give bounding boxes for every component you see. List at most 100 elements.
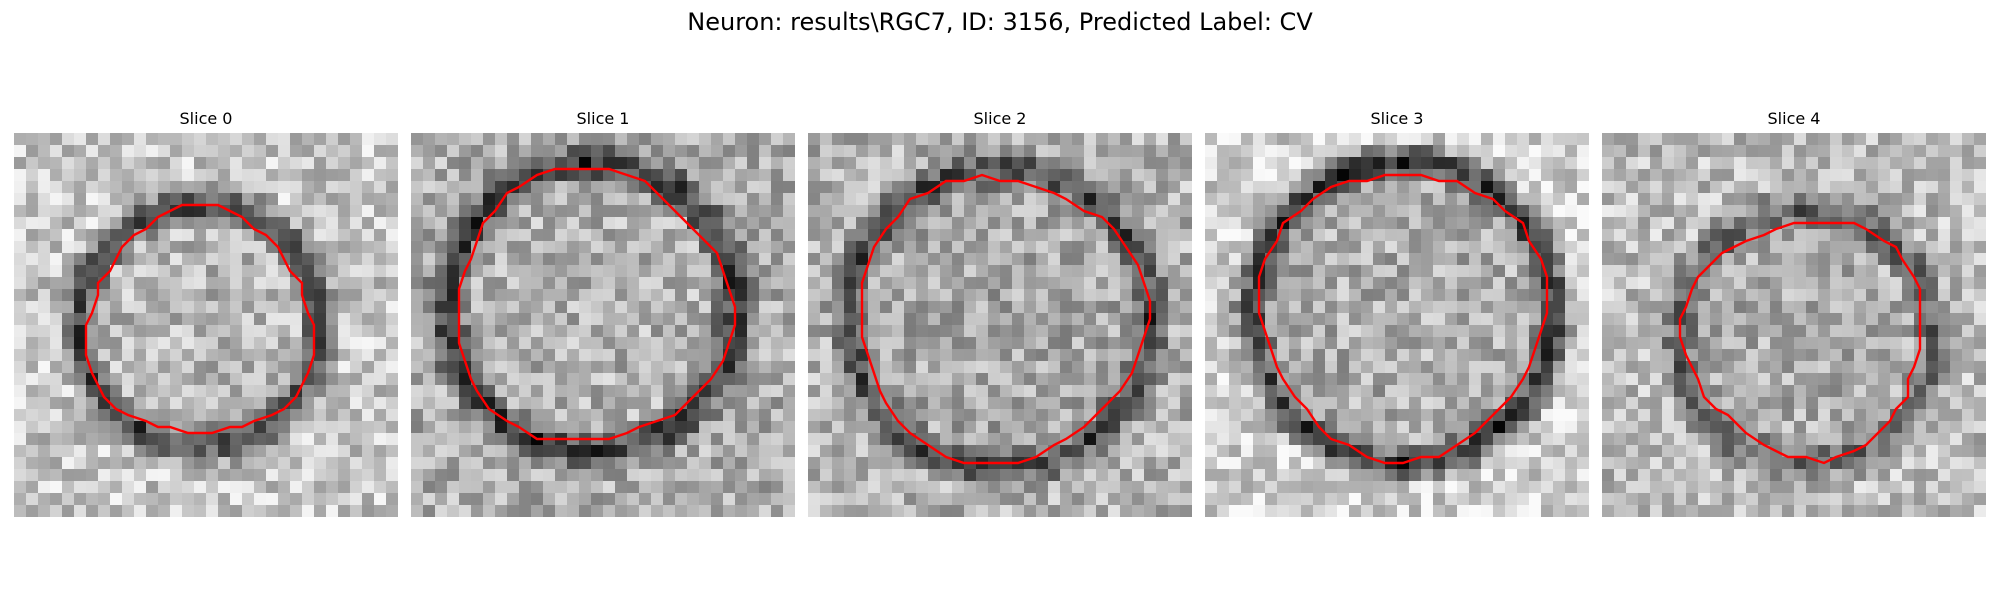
image-pixel — [1818, 157, 1831, 170]
image-pixel — [206, 145, 219, 158]
image-pixel — [1553, 481, 1566, 494]
image-pixel — [134, 373, 147, 386]
image-pixel — [1168, 253, 1181, 266]
image-pixel — [1638, 157, 1651, 170]
image-pixel — [675, 253, 688, 266]
image-pixel — [579, 409, 592, 422]
image-pixel — [904, 373, 917, 386]
image-pixel — [1457, 253, 1470, 266]
image-pixel — [1060, 289, 1073, 302]
image-pixel — [1277, 145, 1290, 158]
image-pixel — [1205, 481, 1218, 494]
image-pixel — [1120, 181, 1133, 194]
image-pixel — [1036, 217, 1049, 230]
image-pixel — [1758, 145, 1771, 158]
image-pixel — [1926, 289, 1939, 302]
image-pixel — [266, 445, 279, 458]
image-pixel — [483, 241, 496, 254]
image-pixel — [507, 229, 520, 242]
image-pixel — [459, 217, 472, 230]
image-pixel — [1229, 433, 1242, 446]
image-pixel — [976, 385, 989, 398]
image-pixel — [411, 157, 424, 170]
image-pixel — [206, 217, 219, 230]
image-pixel — [1409, 217, 1422, 230]
image-pixel — [928, 205, 941, 218]
image-pixel — [1505, 481, 1518, 494]
image-pixel — [182, 289, 195, 302]
image-pixel — [1674, 457, 1687, 470]
image-pixel — [543, 229, 556, 242]
image-pixel — [302, 445, 315, 458]
image-pixel — [447, 445, 460, 458]
image-pixel — [1072, 469, 1085, 482]
image-pixel — [459, 421, 472, 434]
image-pixel — [1553, 469, 1566, 482]
image-pixel — [1926, 205, 1939, 218]
image-pixel — [1205, 361, 1218, 374]
image-pixel — [1108, 505, 1121, 517]
image-pixel — [928, 133, 941, 146]
image-pixel — [50, 337, 63, 350]
image-pixel — [1806, 361, 1819, 374]
image-pixel — [1108, 181, 1121, 194]
image-pixel — [1301, 325, 1314, 338]
image-pixel — [976, 469, 989, 482]
image-pixel — [98, 289, 111, 302]
image-pixel — [1060, 145, 1073, 158]
image-pixel — [1060, 169, 1073, 182]
image-pixel — [1156, 277, 1169, 290]
image-pixel — [892, 277, 905, 290]
image-pixel — [206, 337, 219, 350]
image-pixel — [1830, 229, 1843, 242]
image-pixel — [1241, 445, 1254, 458]
image-pixel — [1553, 277, 1566, 290]
image-pixel — [663, 493, 676, 506]
image-pixel — [242, 493, 255, 506]
image-pixel — [1962, 337, 1975, 350]
image-pixel — [603, 409, 616, 422]
image-pixel — [1048, 145, 1061, 158]
image-pixel — [579, 181, 592, 194]
image-pixel — [1746, 241, 1759, 254]
image-pixel — [1409, 253, 1422, 266]
image-pixel — [266, 181, 279, 194]
image-pixel — [603, 289, 616, 302]
image-pixel — [206, 193, 219, 206]
image-pixel — [1830, 433, 1843, 446]
image-pixel — [771, 217, 784, 230]
image-pixel — [1794, 409, 1807, 422]
image-pixel — [1529, 373, 1542, 386]
image-pixel — [892, 445, 905, 458]
image-pixel — [579, 169, 592, 182]
image-pixel — [1758, 421, 1771, 434]
image-pixel — [314, 409, 327, 422]
image-pixel — [1926, 373, 1939, 386]
image-pixel — [1385, 193, 1398, 206]
image-pixel — [663, 145, 676, 158]
image-pixel — [1746, 169, 1759, 182]
image-pixel — [278, 229, 291, 242]
image-pixel — [471, 169, 484, 182]
image-pixel — [1794, 325, 1807, 338]
image-pixel — [1686, 169, 1699, 182]
image-pixel — [1180, 349, 1192, 362]
image-pixel — [386, 349, 398, 362]
image-pixel — [1794, 193, 1807, 206]
image-pixel — [1794, 349, 1807, 362]
image-pixel — [808, 217, 821, 230]
image-pixel — [266, 133, 279, 146]
image-pixel — [759, 241, 772, 254]
image-pixel — [435, 229, 448, 242]
image-pixel — [1205, 265, 1218, 278]
image-pixel — [411, 181, 424, 194]
slice-panel-2: Slice 2 — [808, 108, 1192, 517]
image-pixel — [122, 241, 135, 254]
image-pixel — [122, 217, 135, 230]
image-pixel — [266, 169, 279, 182]
image-pixel — [1614, 205, 1627, 218]
image-pixel — [1890, 157, 1903, 170]
image-pixel — [1048, 361, 1061, 374]
image-pixel — [1229, 157, 1242, 170]
image-pixel — [832, 169, 845, 182]
